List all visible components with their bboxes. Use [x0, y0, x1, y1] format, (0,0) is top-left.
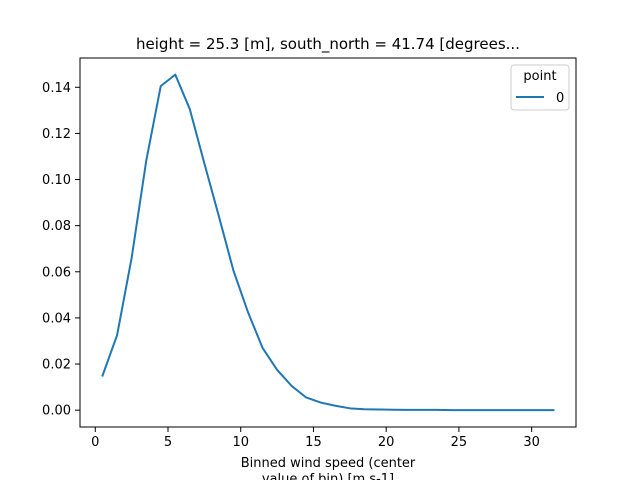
x-tick-label: 30: [523, 435, 540, 450]
y-tick-label: 0.12: [42, 127, 71, 142]
y-tick-label: 0.02: [42, 358, 71, 373]
plot-series: [101, 73, 555, 412]
x-tick-label: 10: [232, 435, 249, 450]
legend-box: [510, 64, 570, 111]
y-tick-label: 0.08: [42, 219, 71, 234]
y-tick-label: 0.14: [42, 81, 71, 96]
y-tick-label: 0.00: [42, 404, 71, 419]
x-axis: 0 5 10 15 20 25 30: [91, 427, 540, 450]
y-axis: 0.00 0.02 0.04 0.06 0.08 0.10 0.12 0.14: [42, 81, 80, 419]
x-tick-label: 20: [378, 435, 395, 450]
y-tick-label: 0.06: [42, 265, 71, 280]
x-tick-label: 15: [305, 435, 322, 450]
legend-entry-label: 0: [556, 91, 564, 106]
y-tick-label: 0.04: [42, 311, 71, 326]
x-axis-label-line2: value of bin) [m s-1]: [262, 472, 394, 480]
y-tick-label: 0.10: [42, 173, 71, 188]
chart-title: height = 25.3 [m], south_north = 41.74 […: [136, 35, 520, 54]
series-line: [101, 73, 555, 412]
x-tick-label: 25: [451, 435, 468, 450]
x-tick-label: 0: [91, 435, 99, 450]
x-tick-label: 5: [164, 435, 172, 450]
plot-frame: [79, 57, 577, 428]
legend-title: point: [523, 69, 556, 84]
legend: point 0: [510, 64, 570, 111]
x-axis-label-line1: Binned wind speed (center: [241, 456, 416, 471]
